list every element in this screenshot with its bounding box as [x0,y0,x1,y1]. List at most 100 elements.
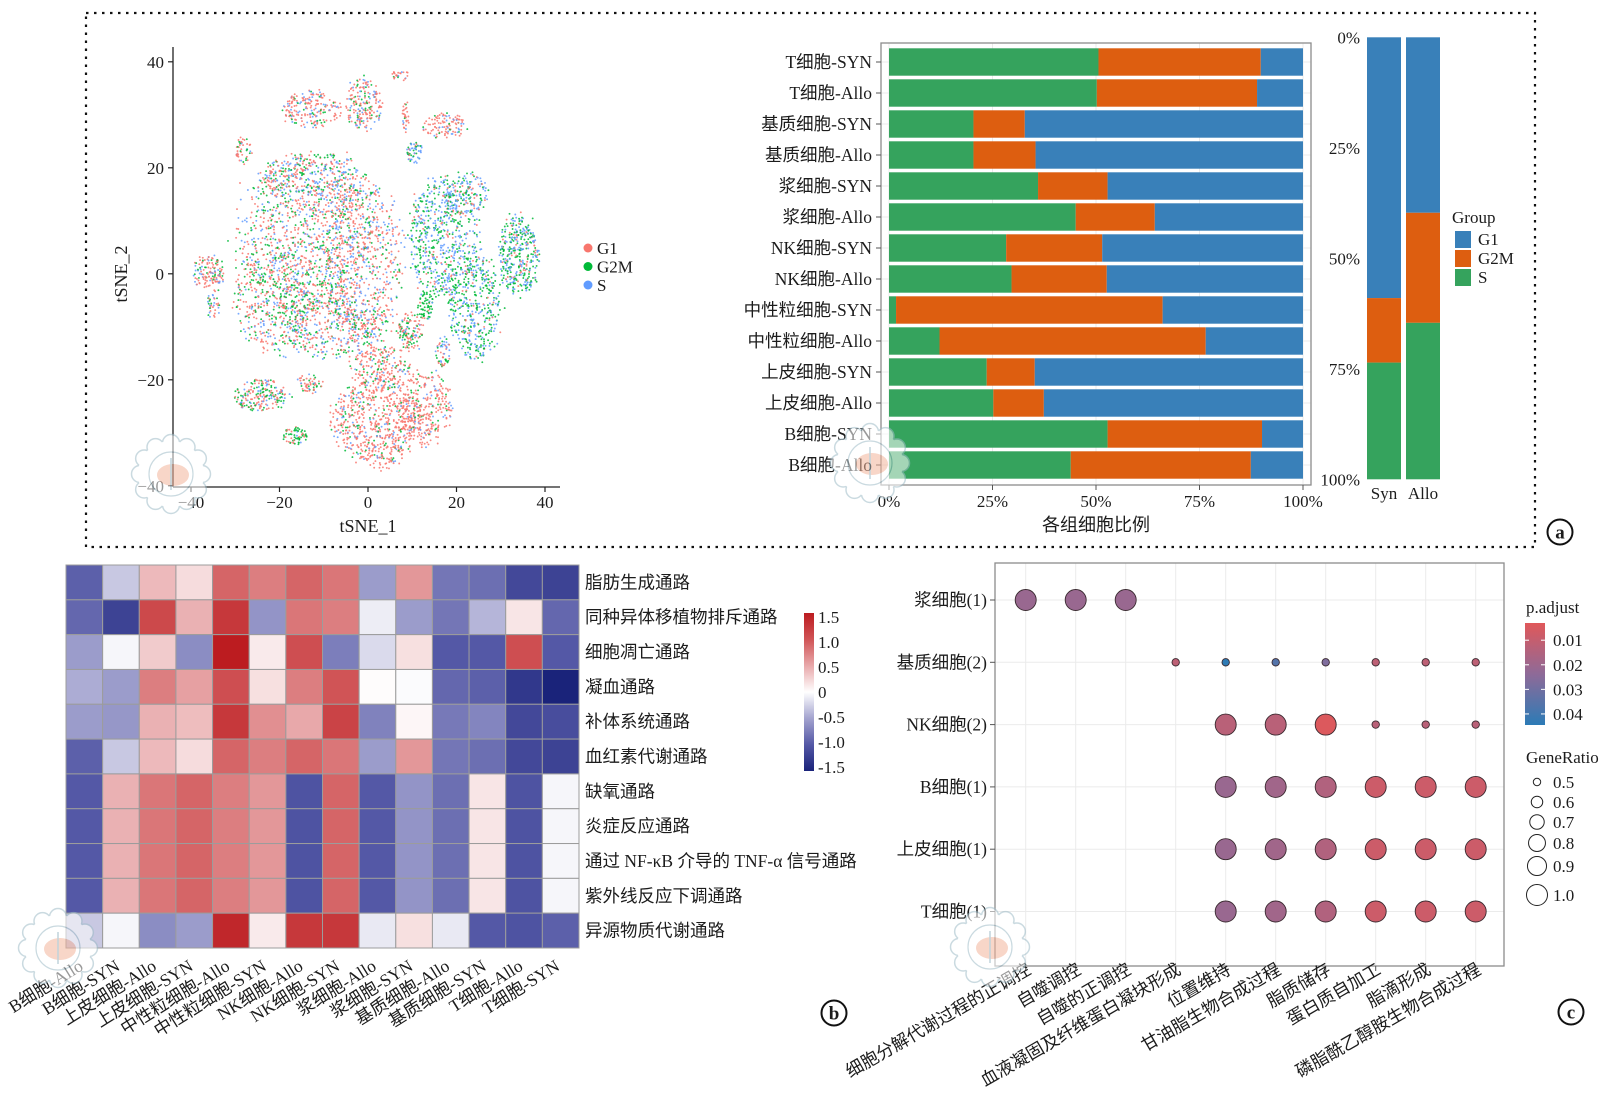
tsne-point [425,210,428,213]
tsne-point [470,188,473,191]
tsne-point [458,236,461,239]
tsne-point [380,205,383,208]
tsne-point [247,243,250,246]
tsne-point [284,277,287,280]
tsne-point [301,298,304,301]
tsne-point [356,403,359,406]
tsne-point [315,209,318,212]
tsne-point [386,308,389,311]
tsne-point [239,319,242,322]
tsne-point [294,154,297,157]
tsne-point [336,220,339,223]
tsne-point [274,187,277,190]
tsne-point [357,401,360,404]
tsne-point [307,177,310,180]
tsne-point [378,187,381,190]
tsne-point [486,304,489,307]
tsne-point [352,414,355,417]
tsne-point [454,235,457,238]
tsne-point [296,202,299,205]
tsne-point [329,224,332,227]
tsne-point [282,337,284,339]
tsne-point [336,292,339,294]
tsne-point [442,236,445,239]
tsne-point [359,397,362,400]
tsne-point [286,212,289,215]
tsne-point [382,236,385,239]
tsne-point [388,281,391,284]
tsne-point [461,272,464,275]
tsne-point [370,318,373,321]
tsne-point [349,303,351,306]
tsne-point [375,347,378,350]
tsne-point [349,396,352,399]
tsne-point [372,462,375,465]
tsne-point [421,218,424,221]
tsne-point [409,420,412,423]
tsne-point [327,210,330,213]
tsne-point [354,257,357,260]
tsne-point [483,280,486,283]
tsne-point [358,284,361,287]
tsne-point [477,348,480,350]
tsne-point [345,199,347,202]
tsne-point [365,258,368,261]
tsne-point [490,326,493,329]
tsne-point [346,191,349,194]
tsne-point [427,219,430,222]
tsne-point [278,297,281,300]
tsne-point [237,278,239,281]
tsne-point [345,303,348,305]
tsne-point [422,376,425,379]
tsne-point [350,209,353,212]
tsne-point [271,292,274,295]
tsne-point [388,215,391,218]
tsne-point [396,405,399,408]
tsne-point [351,339,354,342]
tsne-point [483,347,486,350]
tsne-point [385,233,388,235]
tsne-point [339,194,342,197]
tsne-point [260,292,263,295]
tsne-point [365,396,368,399]
tsne-point [295,301,298,304]
tsne-point [361,353,364,355]
tsne-point [352,296,355,298]
tsne-point [391,436,394,439]
tsne-point [248,271,251,274]
tsne-point [292,236,295,239]
tsne-point [284,307,287,310]
tsne-point [351,350,354,353]
tsne-point [465,209,468,212]
tsne-point [371,277,374,280]
tsne-point [451,407,454,410]
tsne-point [404,373,407,375]
tsne-point [376,310,379,312]
tsne-point [452,186,455,189]
tsne-point [237,274,240,277]
tsne-point [417,373,420,376]
tsne-point [276,269,279,272]
tsne-point [359,279,362,282]
tsne-point [350,312,353,315]
tsne-point [275,195,278,198]
tsne-point [259,224,262,227]
tsne-point [346,224,349,227]
tsne-point [428,413,431,416]
tsne-point [290,169,293,171]
tsne-point [304,181,306,184]
tsne-point [268,318,271,321]
tsne-point [284,167,287,170]
tsne-point [383,437,386,440]
tsne-point [472,304,475,307]
tsne-point [268,270,271,273]
tsne-point [349,157,352,160]
tsne-point [348,327,351,330]
tsne-point [357,424,360,427]
tsne-point [273,178,276,181]
tsne-point [288,325,291,328]
tsne-point [237,299,240,302]
tsne-point [316,273,319,276]
tsne-point [368,416,371,419]
tsne-point [467,280,470,283]
